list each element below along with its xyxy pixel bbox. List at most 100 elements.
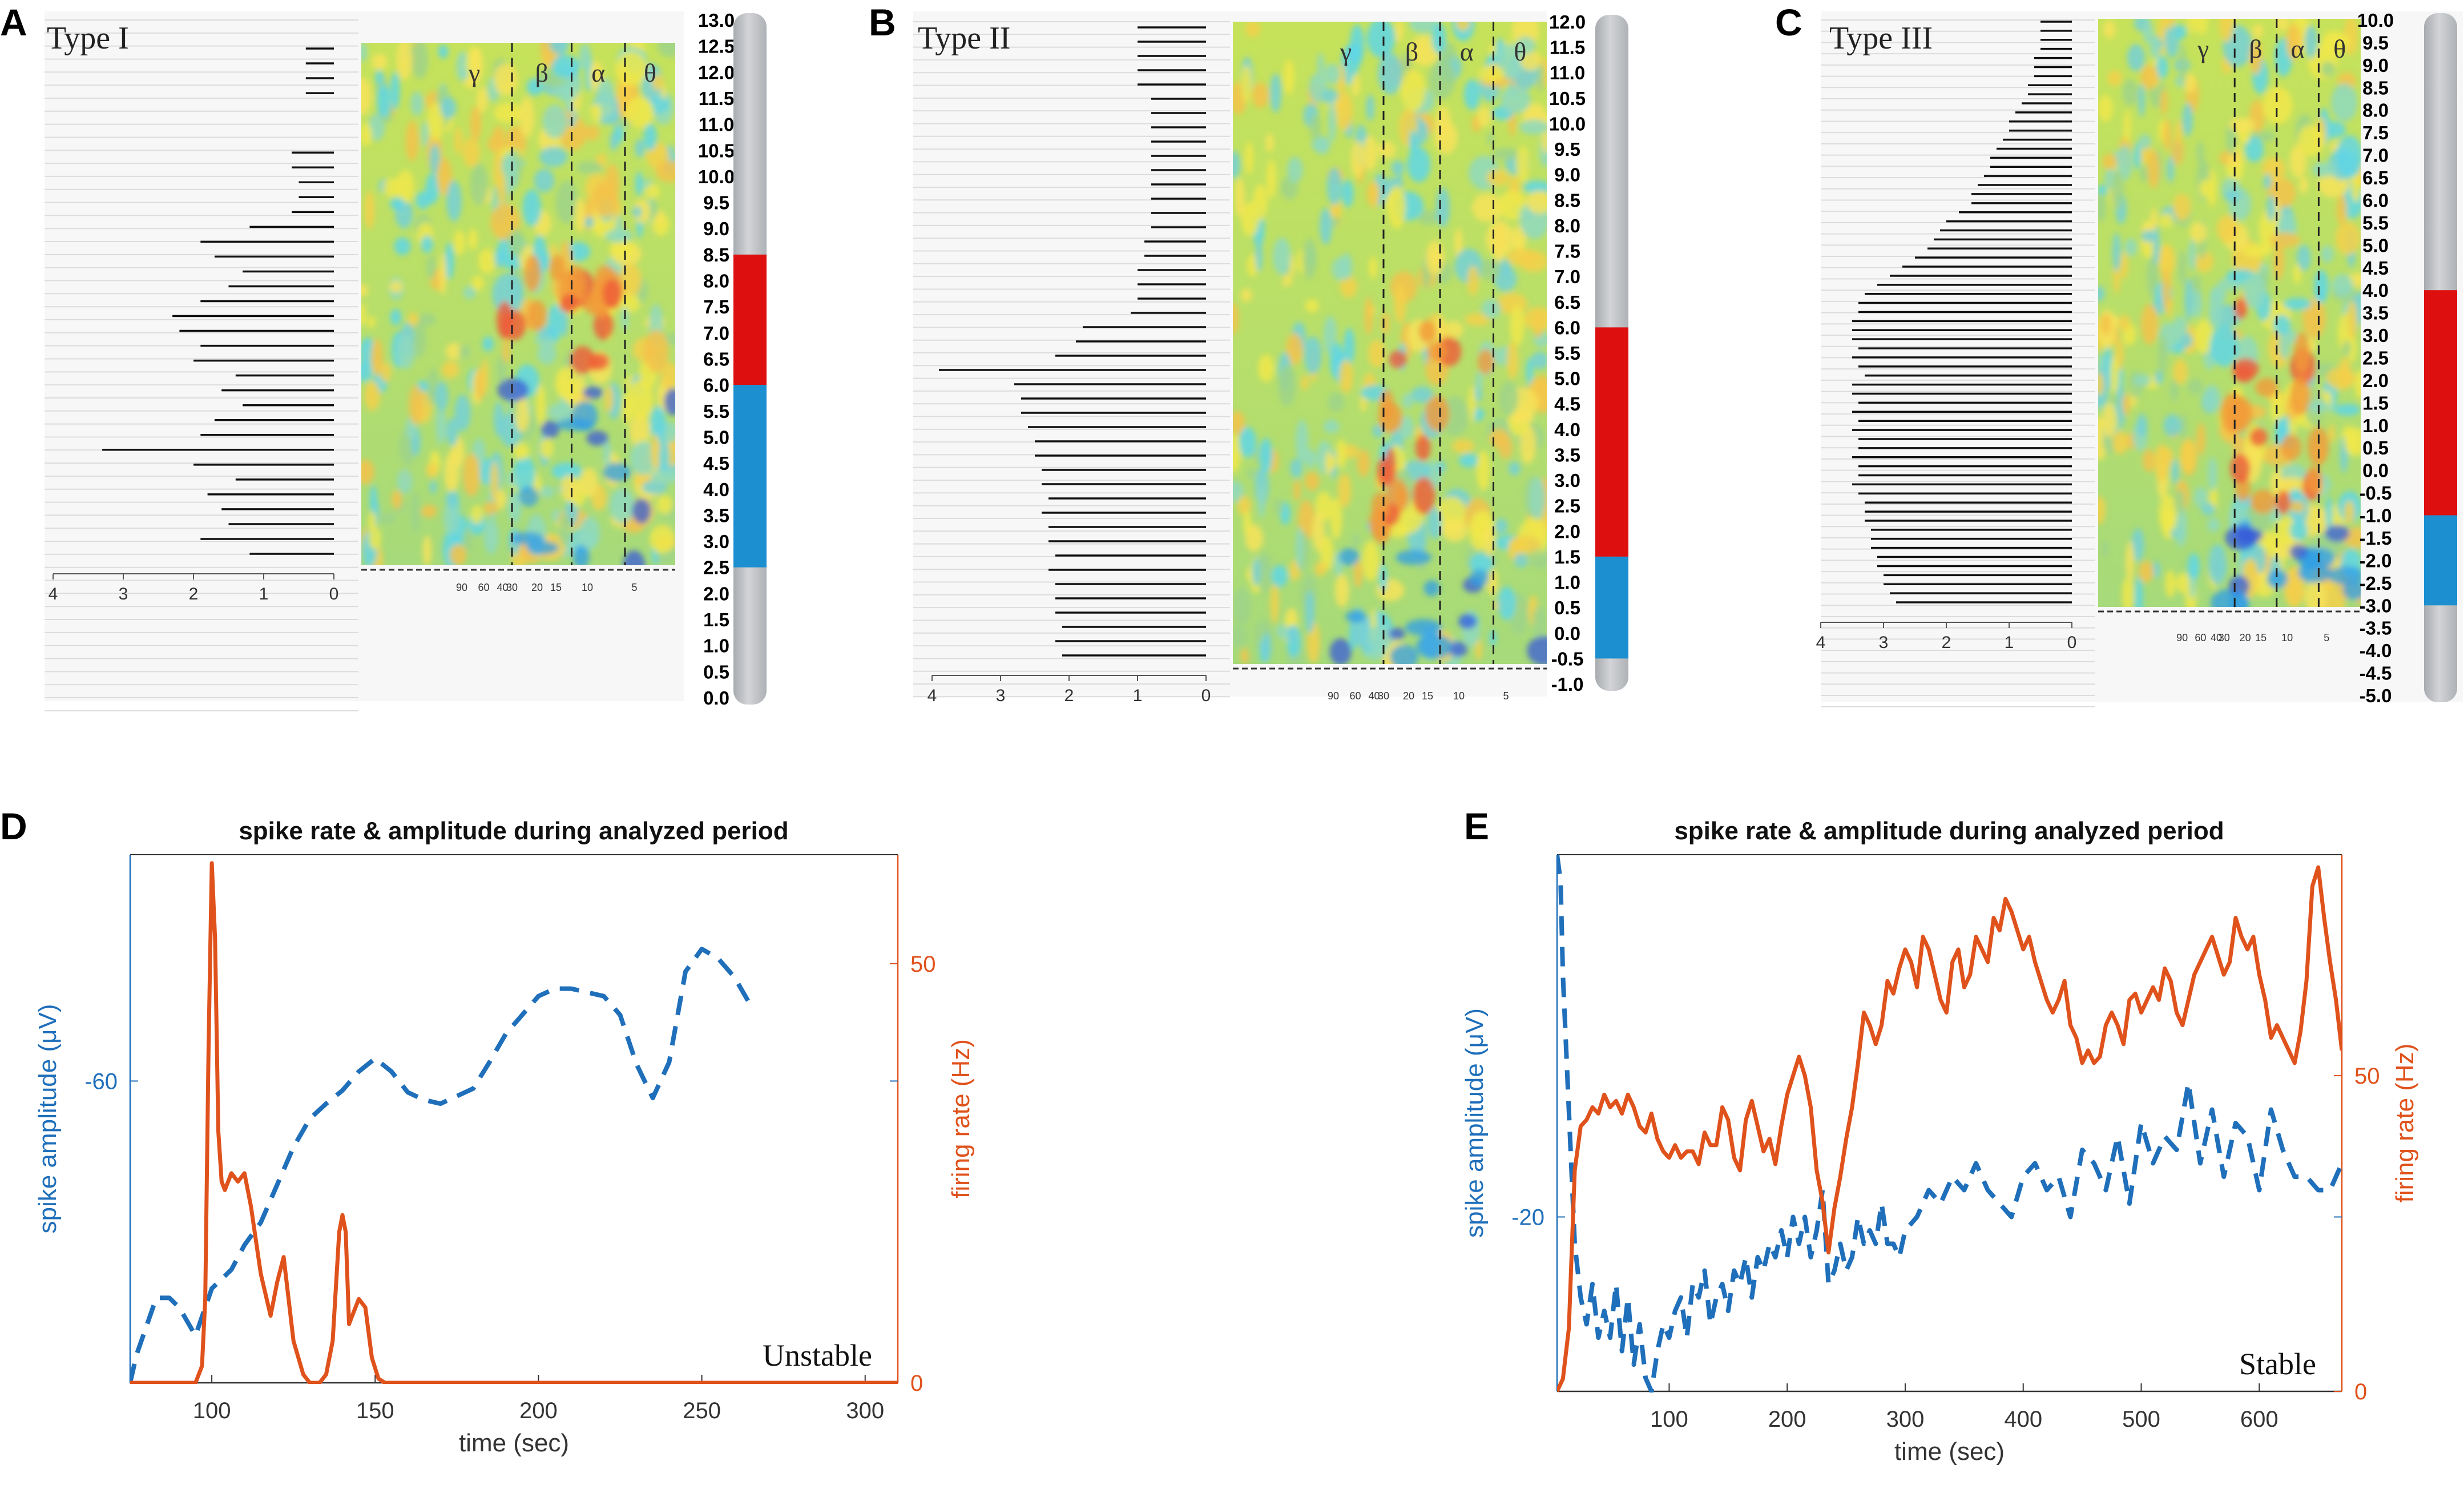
band-label: β <box>535 58 549 87</box>
depth-label: 1.0 <box>1554 572 1580 593</box>
right-y-tick-label: 50 <box>2354 1064 2380 1089</box>
band-label: γ <box>2197 34 2209 63</box>
depth-label: 7.0 <box>2362 145 2389 166</box>
stability-annotation: Stable <box>2239 1347 2316 1381</box>
x-tick-label: 300 <box>1886 1407 1925 1432</box>
color-bar-blue-zone <box>2424 515 2457 606</box>
frequency-tick: 20 <box>531 582 543 593</box>
depth-label: 8.5 <box>703 244 729 265</box>
depth-label: 6.5 <box>2362 167 2389 188</box>
bar-axis-label: 1 <box>259 585 269 603</box>
bar-axis-label: 3 <box>1879 633 1889 652</box>
depth-label: 4.0 <box>703 479 729 500</box>
depth-label: 11.0 <box>699 114 734 135</box>
band-label: θ <box>2333 34 2346 63</box>
color-bar-red-zone <box>1595 327 1628 557</box>
frequency-tick: 5 <box>631 582 637 593</box>
x-tick-label: 100 <box>1650 1407 1688 1432</box>
series-group <box>1557 854 2342 1393</box>
frequency-tick: 10 <box>1453 690 1465 702</box>
depth-label: 7.5 <box>703 296 729 317</box>
depth-label: 2.0 <box>2362 370 2389 391</box>
depth-label: 4.0 <box>1554 419 1580 440</box>
frequency-tick: 90 <box>1328 690 1339 702</box>
bar-axis-label: 2 <box>189 585 199 603</box>
depth-label: 5.0 <box>2362 235 2389 256</box>
frequency-tick: 10 <box>2281 632 2293 643</box>
depth-label: 0.5 <box>2362 437 2389 458</box>
depth-label: 6.5 <box>1554 292 1580 313</box>
depth-label: 1.5 <box>1554 546 1580 568</box>
depth-label: 4.5 <box>1554 393 1580 414</box>
depth-label: 0.0 <box>1554 623 1580 644</box>
depth-label: 13.0 <box>698 10 735 31</box>
frequency-tick: 15 <box>550 582 562 593</box>
depth-label: -1.0 <box>1551 674 1584 695</box>
depth-label: 8.5 <box>2362 77 2389 98</box>
band-label: γ <box>1340 37 1352 66</box>
depth-label: 10.0 <box>698 166 735 187</box>
amplitude-series-line <box>1557 854 2342 1393</box>
frequency-tick: 60 <box>2195 632 2206 643</box>
bar-axis-label: 4 <box>49 585 58 603</box>
depth-label: -4.5 <box>2360 663 2392 684</box>
depth-label: -4.0 <box>2360 640 2392 661</box>
frequency-tick: 40 <box>497 582 508 593</box>
depth-label: 0.5 <box>1554 597 1580 618</box>
line-chart-panel-e: spike rate & amplitude during analyzed p… <box>1461 817 2419 1466</box>
depth-label: 8.0 <box>1554 215 1580 236</box>
depth-label: 1.0 <box>703 635 729 657</box>
depth-label: 10.5 <box>698 140 735 161</box>
frequency-tick: 90 <box>456 582 467 593</box>
frequency-tick: 30 <box>506 582 518 593</box>
frequency-tick: 15 <box>2255 632 2267 643</box>
depth-label: 1.0 <box>2362 415 2389 436</box>
depth-label: 10.0 <box>2357 10 2394 31</box>
depth-label: 9.0 <box>1554 164 1580 186</box>
depth-label: 9.5 <box>1554 139 1580 160</box>
chart-title: spike rate & amplitude during analyzed p… <box>1674 817 2224 845</box>
depth-label: 3.0 <box>703 531 729 552</box>
bar-axis-label: 2 <box>1942 633 1951 652</box>
right-y-tick-label: 50 <box>910 952 936 977</box>
bar-axis-label: 1 <box>1133 686 1143 705</box>
depth-label: -3.5 <box>2360 618 2392 639</box>
depth-label: 7.0 <box>703 323 729 344</box>
depth-label: 3.5 <box>703 505 729 526</box>
band-label: θ <box>1514 37 1526 66</box>
x-tick-label: 300 <box>846 1398 884 1423</box>
depth-label: 8.0 <box>2362 100 2389 121</box>
panel-title: Type III <box>1829 21 1933 56</box>
depth-label: 1.5 <box>2362 392 2389 413</box>
x-axis-label: time (sec) <box>1894 1438 2005 1466</box>
frequency-tick: 40 <box>2211 632 2222 643</box>
firing-rate-series-line <box>1557 865 2342 1393</box>
depth-label: 10.5 <box>1549 88 1586 109</box>
color-bar-red-zone <box>2424 290 2457 516</box>
depth-label: 3.0 <box>1554 470 1580 491</box>
depth-label: 6.0 <box>703 375 729 396</box>
depth-label: 7.5 <box>1554 241 1580 262</box>
x-axis-label: time (sec) <box>459 1429 569 1457</box>
depth-label: 4.0 <box>2362 280 2389 301</box>
panel-label-c: C <box>1775 1 1802 43</box>
depth-label: 8.5 <box>1554 190 1580 211</box>
frequency-tick: 20 <box>1403 690 1414 702</box>
panel-title: Type II <box>918 21 1010 56</box>
depth-label: 6.5 <box>703 349 729 370</box>
spectrogram-texture <box>1233 22 1547 664</box>
left-y-axis-label: spike amplitude (μV) <box>34 1004 62 1234</box>
panel-label-e: E <box>1464 805 1489 847</box>
panel-label-b: B <box>869 1 896 43</box>
depth-label: -1.5 <box>2360 528 2392 549</box>
depth-label: 12.0 <box>698 62 735 83</box>
right-y-tick-label: 0 <box>910 1371 923 1396</box>
depth-color-bar <box>1595 15 1628 691</box>
depth-label: 6.0 <box>2362 190 2389 211</box>
right-y-tick-label: 0 <box>2354 1379 2367 1405</box>
band-label: θ <box>644 58 656 87</box>
x-tick-label: 600 <box>2240 1407 2279 1432</box>
